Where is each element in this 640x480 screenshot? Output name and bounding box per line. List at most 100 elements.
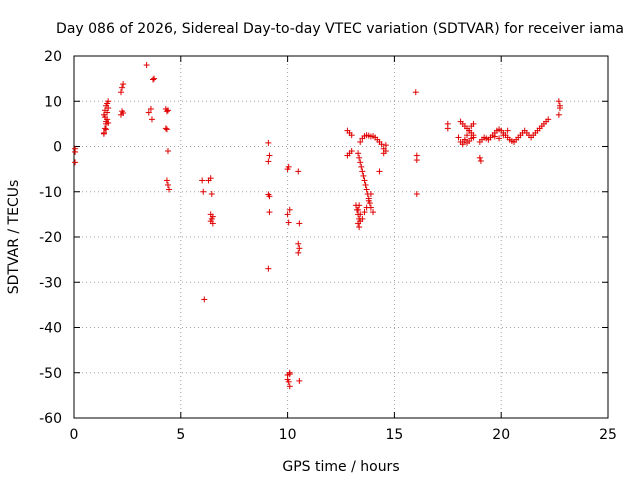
data-point [363, 186, 370, 193]
data-point [101, 125, 108, 132]
data-point [295, 249, 302, 256]
data-point [208, 191, 215, 198]
data-point [382, 142, 389, 149]
data-point [556, 102, 563, 109]
data-point [200, 188, 207, 195]
y-axis-tick-labels: -60 -50 -40 -30 -20 -10 0 10 20 [39, 49, 62, 427]
data-point [470, 120, 477, 127]
data-point [104, 109, 111, 116]
y-tick-label: -50 [39, 366, 62, 382]
data-point [148, 116, 155, 123]
data-point [354, 206, 361, 213]
data-point [151, 75, 158, 82]
y-axis-label: SDTVAR / TECUs [6, 180, 22, 295]
data-point [357, 138, 364, 145]
x-tick-label: 15 [385, 427, 403, 443]
data-point [164, 181, 171, 188]
data-point [356, 154, 363, 161]
data-point [286, 383, 293, 390]
data-point [413, 191, 420, 198]
data-point [199, 177, 206, 184]
data-point [286, 371, 293, 378]
data-point [105, 119, 112, 126]
data-point [464, 132, 471, 139]
data-point [455, 134, 462, 141]
data-point [295, 168, 302, 175]
x-axis-tick-labels: 0 5 10 15 20 25 [70, 427, 617, 443]
data-point [367, 204, 374, 211]
data-point [500, 132, 507, 139]
data-point [348, 132, 355, 139]
data-point [164, 107, 171, 114]
y-tick-label: 0 [53, 140, 62, 156]
data-point [376, 168, 383, 175]
data-point [356, 202, 363, 209]
data-point [413, 157, 420, 164]
data-point [284, 211, 291, 218]
data-point [491, 133, 498, 140]
y-tick-label: -10 [39, 185, 62, 201]
data-point [461, 136, 468, 143]
y-tick-label: 20 [44, 49, 62, 65]
y-tick-label: -30 [39, 275, 62, 291]
data-point [380, 150, 387, 157]
data-point [100, 130, 107, 137]
data-point [150, 76, 157, 83]
data-point [162, 125, 169, 132]
y-tick-label: -40 [39, 321, 62, 337]
data-points [72, 62, 563, 390]
data-point [296, 220, 303, 227]
data-point [356, 224, 363, 231]
data-point [355, 211, 362, 218]
data-point [266, 152, 273, 159]
data-point [120, 110, 127, 117]
data-point [120, 81, 127, 88]
x-tick-label: 20 [492, 427, 510, 443]
data-point [119, 84, 126, 91]
data-point [147, 105, 154, 112]
data-point [163, 177, 170, 184]
data-point [360, 172, 367, 179]
data-point [444, 125, 451, 132]
data-point [284, 376, 291, 383]
data-point [357, 218, 364, 225]
data-point [296, 245, 303, 252]
data-point [143, 62, 150, 69]
data-point [359, 168, 366, 175]
x-tick-label: 25 [599, 427, 617, 443]
data-point [265, 191, 272, 198]
data-point [366, 200, 373, 207]
data-point [358, 163, 365, 170]
y-tick-label: -60 [39, 411, 62, 427]
data-point [201, 296, 208, 303]
x-axis-label: GPS time / hours [282, 459, 399, 475]
data-point [285, 163, 292, 170]
data-point [166, 186, 173, 193]
data-point [103, 126, 110, 133]
data-point [164, 148, 171, 155]
y-tick-label: -20 [39, 230, 62, 246]
data-point [477, 157, 484, 164]
data-point [117, 89, 124, 96]
data-point [265, 139, 272, 146]
data-point [365, 195, 372, 202]
chart-title: Day 086 of 2026, Sidereal Day-to-day VTE… [56, 21, 624, 37]
data-point [470, 134, 477, 141]
data-point [555, 111, 562, 118]
data-point [266, 209, 273, 216]
data-point [163, 108, 170, 115]
data-point [265, 265, 272, 272]
data-point [101, 114, 108, 121]
x-tick-label: 5 [176, 427, 185, 443]
data-point [496, 135, 503, 142]
data-point [265, 158, 272, 165]
chart-grid [74, 56, 608, 418]
data-point [163, 126, 170, 133]
data-point [362, 181, 369, 188]
y-tick-label: 10 [44, 94, 62, 110]
data-point [207, 218, 214, 225]
data-point [487, 134, 494, 141]
data-point [295, 240, 302, 247]
